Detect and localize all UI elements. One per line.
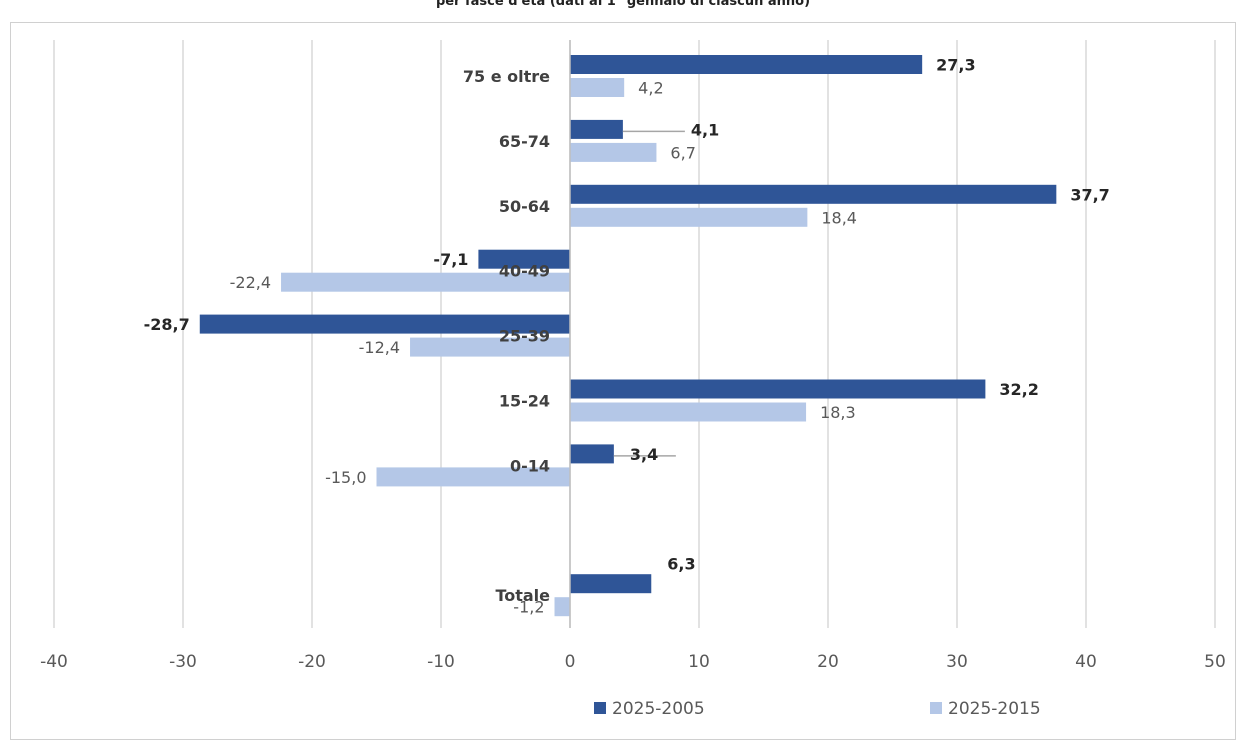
bar-2025-2005 — [570, 184, 1057, 204]
data-label-2025-2015: -22,4 — [230, 273, 271, 292]
x-tick-label: 50 — [1204, 652, 1226, 672]
bar-2025-2015 — [570, 402, 807, 422]
category-label: Totale — [495, 586, 550, 605]
legend-label-2025-2005: 2025-2005 — [612, 699, 705, 719]
category-label: 75 e oltre — [463, 67, 550, 86]
data-label-2025-2005: -28,7 — [144, 315, 190, 334]
legend-label-2025-2015: 2025-2015 — [948, 699, 1041, 719]
bar-2025-2005 — [570, 379, 986, 399]
category-label: 0-14 — [510, 456, 550, 475]
bar-2025-2015 — [410, 337, 570, 357]
category-label: 65-74 — [499, 132, 550, 151]
chart-title: per fasce d'età (dati al 1° gennaio di c… — [435, 0, 811, 9]
bar-2025-2015 — [570, 78, 625, 97]
category-label: 15-24 — [499, 392, 550, 411]
data-label-2025-2015: -1,2 — [513, 598, 544, 617]
category-label: 40-49 — [499, 262, 550, 281]
bar-2025-2015 — [570, 207, 808, 227]
data-label-2025-2015: -15,0 — [325, 468, 366, 487]
chart-frame — [10, 22, 1236, 740]
x-tick-label: -10 — [427, 652, 455, 672]
bar-2025-2015 — [281, 272, 570, 292]
data-label-2025-2015: 6,7 — [670, 143, 695, 162]
bar-2025-2015 — [570, 142, 657, 162]
x-tick-label: -30 — [169, 652, 197, 672]
legend-swatch-2025-2005 — [594, 702, 606, 714]
bar-2025-2015 — [554, 597, 570, 617]
bar-2025-2005 — [570, 55, 923, 74]
data-label-2025-2005: 6,3 — [667, 555, 695, 574]
x-tick-label: 10 — [688, 652, 710, 672]
x-tick-label: -40 — [40, 652, 68, 672]
category-label: 25-39 — [499, 327, 550, 346]
data-label-2025-2015: -12,4 — [359, 338, 400, 357]
bar-2025-2005 — [570, 119, 623, 139]
bar-2025-2015 — [376, 467, 570, 487]
bar-2025-2005 — [570, 574, 652, 594]
data-label-2025-2005: 27,3 — [936, 56, 975, 75]
data-label-2025-2005: -7,1 — [433, 250, 468, 269]
x-tick-label: 20 — [817, 652, 839, 672]
data-label-2025-2005: 32,2 — [999, 380, 1038, 399]
legend-swatch-2025-2015 — [930, 702, 942, 714]
bar-2025-2005 — [478, 249, 570, 269]
data-label-2025-2015: 4,2 — [638, 79, 663, 98]
x-tick-label: 40 — [1075, 652, 1097, 672]
category-label: 50-64 — [499, 197, 550, 216]
x-tick-label: 30 — [946, 652, 968, 672]
bar-2025-2005 — [199, 314, 570, 334]
data-label-2025-2005: 37,7 — [1070, 185, 1109, 204]
bar-2025-2005 — [570, 444, 614, 464]
x-tick-label: -20 — [298, 652, 326, 672]
x-tick-label: 0 — [565, 652, 576, 672]
data-label-2025-2015: 18,3 — [820, 403, 856, 422]
data-label-2025-2015: 18,4 — [821, 208, 857, 227]
data-label-2025-2005: 3,4 — [630, 445, 658, 464]
data-label-2025-2005: 4,1 — [691, 120, 719, 139]
